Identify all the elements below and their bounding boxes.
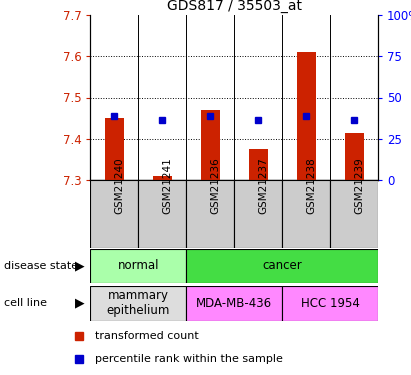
Text: ▶: ▶ [75,297,85,310]
Text: mammary
epithelium: mammary epithelium [107,290,170,317]
Text: cancer: cancer [262,260,302,272]
Text: GSM21236: GSM21236 [210,157,220,214]
Bar [297,52,316,180]
Text: normal: normal [118,260,159,272]
Title: GDS817 / 35503_at: GDS817 / 35503_at [167,0,302,13]
Text: GSM21238: GSM21238 [306,157,316,214]
Bar [90,249,186,283]
Bar [90,286,186,321]
Bar [139,180,186,248]
Bar [344,132,364,180]
Text: HCC 1954: HCC 1954 [301,297,360,310]
Text: cell line: cell line [4,298,47,308]
Bar [186,286,282,321]
Text: GSM21237: GSM21237 [258,157,268,214]
Bar [282,286,378,321]
Bar [282,180,330,248]
Text: GSM21239: GSM21239 [354,157,364,214]
Text: GSM21241: GSM21241 [162,157,172,214]
Text: percentile rank within the sample: percentile rank within the sample [95,354,282,364]
Text: ▶: ▶ [75,260,85,272]
Bar [234,180,282,248]
Bar [201,110,220,180]
Bar [249,149,268,180]
Text: GSM21240: GSM21240 [114,157,125,214]
Text: MDA-MB-436: MDA-MB-436 [196,297,272,310]
Text: disease state: disease state [4,261,78,271]
Bar [90,180,139,248]
Text: transformed count: transformed count [95,331,198,341]
Bar [105,118,124,180]
Bar [153,176,172,180]
Bar [186,249,378,283]
Bar [186,180,234,248]
Bar [330,180,378,248]
